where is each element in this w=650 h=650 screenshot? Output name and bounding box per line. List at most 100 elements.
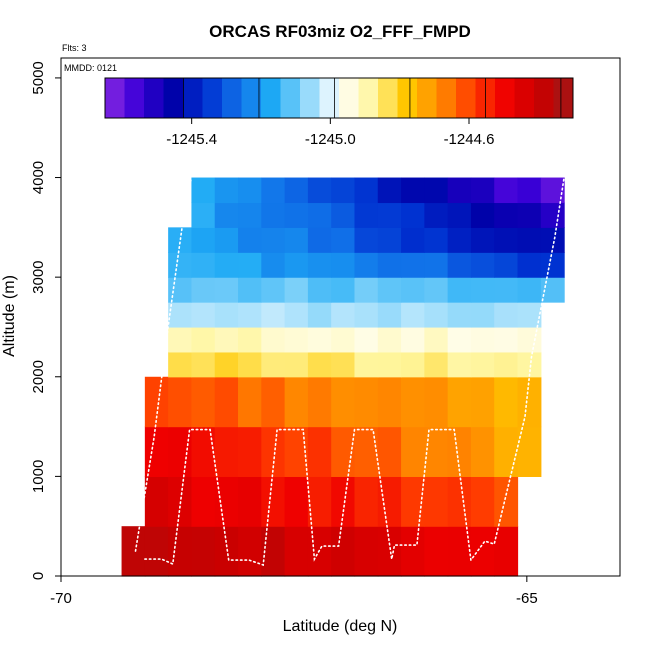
colorbar-segment — [105, 78, 125, 118]
colorbar-segment — [534, 78, 554, 118]
y-tick-label: 3000 — [30, 260, 47, 293]
colorbar-segment — [300, 78, 320, 118]
heatmap-cell — [540, 177, 565, 204]
heatmap-cell — [238, 177, 262, 204]
heatmap-cell — [238, 302, 262, 328]
heatmap-cell — [377, 277, 402, 303]
heatmap-cell — [354, 302, 379, 328]
heatmap-cell — [354, 277, 379, 303]
heatmap-cell — [401, 202, 425, 228]
heatmap-cell — [494, 476, 519, 527]
heatmap-cell — [307, 476, 332, 527]
colorbar-segment — [144, 78, 164, 118]
heatmap-cell — [284, 302, 309, 328]
heatmap-cell — [331, 326, 356, 353]
heatmap-cell — [470, 252, 495, 278]
heatmap-cell — [470, 177, 495, 204]
heatmap-cell — [238, 227, 262, 253]
colorbar-segment — [319, 78, 340, 118]
heatmap-cell — [447, 376, 472, 428]
heatmap-cell — [144, 376, 169, 428]
heatmap-cell — [284, 326, 309, 353]
heatmap-cell — [517, 202, 542, 228]
heatmap-cell — [354, 202, 379, 228]
x-axis-label: Latitude (deg N) — [283, 618, 398, 635]
heatmap-cell — [261, 351, 286, 378]
heatmap-cell — [354, 426, 379, 477]
heatmap-cell — [494, 526, 519, 577]
heatmap-cell — [284, 252, 309, 278]
heatmap-cell — [307, 526, 332, 577]
chart-title: ORCAS RF03miz O2_FFF_FMPD — [209, 22, 471, 41]
heatmap-cell — [168, 376, 193, 428]
heatmap-cell — [331, 426, 356, 477]
heatmap-cell — [238, 476, 262, 527]
heatmap-cell — [470, 351, 495, 378]
heatmap-cell — [261, 376, 286, 428]
heatmap-cell — [494, 326, 519, 353]
heatmap-cell — [494, 426, 519, 477]
heatmap-cell — [307, 177, 332, 204]
heatmap-cell — [238, 326, 262, 353]
colorbar-segment — [514, 78, 535, 118]
heatmap-cell — [401, 426, 425, 477]
heatmap-cell — [354, 326, 379, 353]
heatmap-cell — [261, 302, 286, 328]
colorbar-segment — [222, 78, 242, 118]
heatmap-cell — [331, 177, 356, 204]
colorbar-segment — [456, 78, 476, 118]
colorbar-segment — [202, 78, 223, 118]
heatmap-cell — [401, 476, 425, 527]
heatmap-cell — [447, 351, 472, 378]
heatmap-cell — [377, 252, 402, 278]
heatmap-cell — [214, 376, 239, 428]
colorbar-tick-label: -1245.0 — [305, 131, 356, 148]
heatmap-cell — [168, 326, 193, 353]
heatmap-cell — [121, 526, 146, 577]
heatmap-cells — [121, 177, 565, 577]
heatmap-cell — [447, 202, 472, 228]
heatmap-cell — [447, 277, 472, 303]
heatmap-cell — [191, 277, 216, 303]
heatmap-cell — [517, 252, 542, 278]
heatmap-cell — [494, 177, 519, 204]
heatmap-cell — [424, 202, 449, 228]
heatmap-cell — [377, 476, 402, 527]
colorbar-tick-label: -1245.4 — [166, 131, 217, 148]
heatmap-cell — [307, 227, 332, 253]
y-axis-label: Altitude (m) — [1, 275, 18, 357]
x-tick-label: -70 — [50, 590, 72, 607]
heatmap-cell — [447, 526, 472, 577]
heatmap-cell — [331, 227, 356, 253]
heatmap-cell — [331, 351, 356, 378]
colorbar-segment — [495, 78, 515, 118]
heatmap-cell — [517, 326, 542, 353]
heatmap-cell — [470, 277, 495, 303]
heatmap-cell — [424, 526, 449, 577]
heatmap-cell — [331, 252, 356, 278]
heatmap-cell — [517, 426, 542, 477]
heatmap-cell — [214, 476, 239, 527]
heatmap-cell — [424, 302, 449, 328]
heatmap-cell — [424, 351, 449, 378]
heatmap-cell — [517, 351, 542, 378]
y-tick-label: 1000 — [30, 460, 47, 493]
heatmap-cell — [494, 302, 519, 328]
heatmap-cell — [238, 426, 262, 477]
heatmap-cell — [377, 177, 402, 204]
heatmap-cell — [191, 326, 216, 353]
heatmap-cell — [377, 426, 402, 477]
y-tick-label: 4000 — [30, 161, 47, 194]
heatmap-cell — [214, 326, 239, 353]
heatmap-cell — [331, 277, 356, 303]
heatmap-cell — [377, 326, 402, 353]
heatmap-cell — [168, 277, 193, 303]
heatmap-cell — [377, 351, 402, 378]
heatmap-cell — [540, 202, 565, 228]
heatmap-cell — [168, 302, 193, 328]
heatmap-cell — [401, 177, 425, 204]
heatmap-cell — [377, 302, 402, 328]
heatmap-cell — [191, 526, 216, 577]
heatmap-cell — [424, 426, 449, 477]
heatmap-cell — [494, 351, 519, 378]
